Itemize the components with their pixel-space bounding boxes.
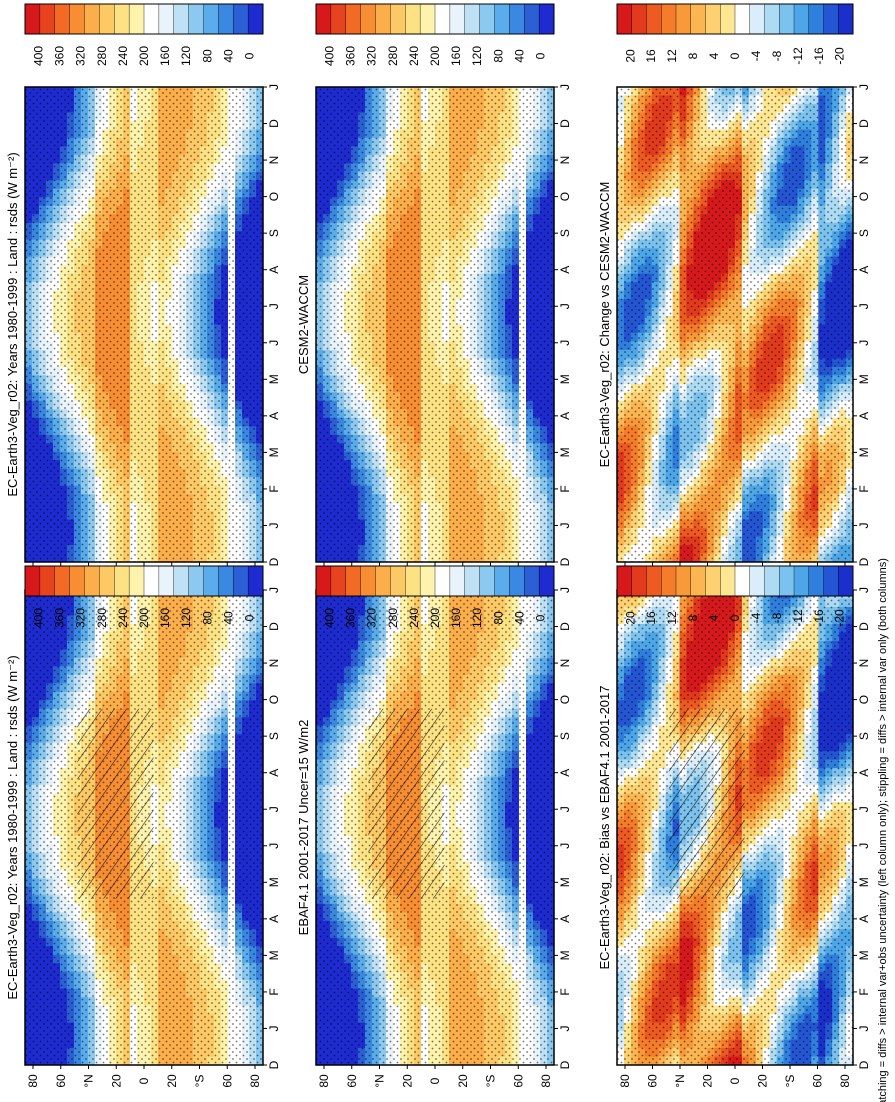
month-tick-label: M [267, 950, 281, 960]
panel-title: EC-Earth3-Veg_r02: Years 1980-1999 : Lan… [5, 655, 20, 999]
lat-tick-label: 0 [428, 1077, 442, 1084]
lat-tick-label: 20 [109, 1074, 123, 1088]
lat-tick-label: 80 [539, 1074, 553, 1088]
month-tick-label: D [267, 1060, 281, 1069]
lat-tick-label: 80 [317, 1074, 331, 1088]
month-tick-label: J [267, 806, 281, 812]
lat-tick-label: 60 [220, 1074, 234, 1088]
month-tick-label: O [558, 695, 572, 704]
lat-tick-label: 20 [456, 1074, 470, 1088]
hatching-overlay [77, 708, 154, 899]
month-tick-label: J [267, 587, 281, 593]
month-tick-label: F [267, 988, 281, 995]
month-tick-label: A [558, 769, 572, 777]
month-tick-label: J [267, 1025, 281, 1031]
month-tick-label: J [267, 843, 281, 849]
heatmap-panel: EC-Earth3-Veg_r02: Bias vs EBAF4.1 2001-… [597, 587, 871, 1088]
lat-tick-label: 0 [137, 1077, 151, 1084]
month-tick-label: J [558, 1025, 572, 1031]
month-tick-label: F [558, 988, 572, 995]
month-tick-label: S [267, 732, 281, 740]
month-tick-label: A [558, 915, 572, 923]
heatmap-panel: EBAF4.1 2001-2017 Uncer=15 W/m2 D J F M A M J J A… [296, 587, 572, 1088]
month-tick-label: N [558, 659, 572, 668]
month-tick-label: J [558, 806, 572, 812]
month-tick-label: S [558, 732, 572, 740]
month-tick-label: J [558, 843, 572, 849]
lat-tick-label: 60 [54, 1074, 68, 1088]
month-tick-label: D [558, 622, 572, 631]
lat-tick-label: 20 [400, 1074, 414, 1088]
month-tick-label: D [267, 622, 281, 631]
month-tick-label: N [267, 659, 281, 668]
month-tick-label: D [558, 1060, 572, 1069]
lat-tick-label: °S [193, 1075, 207, 1088]
month-tick-label: J [558, 587, 572, 593]
lat-tick-label: °N [82, 1074, 96, 1087]
lat-tick-label: 20 [165, 1074, 179, 1088]
lat-tick-label: 60 [511, 1074, 525, 1088]
lat-tick-label: 60 [345, 1074, 359, 1088]
month-tick-label: O [267, 695, 281, 704]
heatmap-panel: EC-Earth3-Veg_r02: Years 1980-1999 : Lan… [5, 587, 281, 1088]
lat-tick-label: °N [373, 1074, 387, 1087]
lat-tick-label: 80 [248, 1074, 262, 1088]
lat-tick-label: °S [484, 1075, 498, 1088]
month-tick-label: M [558, 877, 572, 887]
lat-tick-label: 80 [26, 1074, 40, 1088]
month-tick-label: A [267, 915, 281, 923]
panel-title: EBAF4.1 2001-2017 Uncer=15 W/m2 [296, 720, 311, 936]
month-tick-label: M [558, 950, 572, 960]
hatching-overlay [368, 708, 445, 899]
month-tick-label: M [267, 877, 281, 887]
month-tick-label: A [267, 769, 281, 777]
